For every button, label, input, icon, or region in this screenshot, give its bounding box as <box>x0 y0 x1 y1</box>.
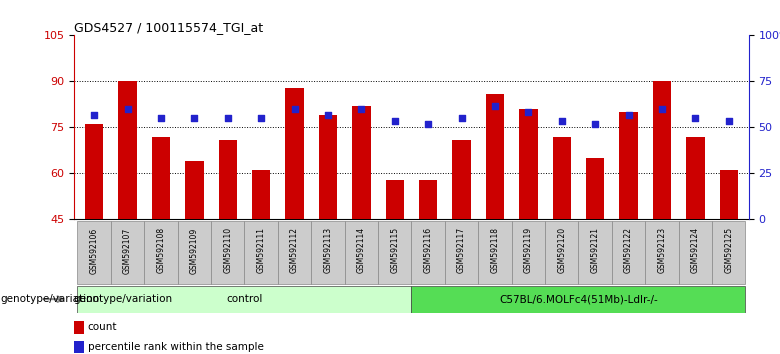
Bar <box>452 140 471 219</box>
Bar <box>519 109 537 219</box>
Bar <box>178 221 211 284</box>
Bar <box>74 321 84 334</box>
Text: GSM592120: GSM592120 <box>557 227 566 273</box>
Bar <box>653 81 671 219</box>
Bar <box>411 221 445 284</box>
Bar <box>378 221 411 284</box>
Text: GSM592121: GSM592121 <box>590 227 600 273</box>
Bar <box>579 221 612 284</box>
Point <box>321 112 334 118</box>
Text: GSM592109: GSM592109 <box>190 227 199 274</box>
Text: GSM592117: GSM592117 <box>457 227 466 273</box>
Text: GSM592112: GSM592112 <box>290 227 299 273</box>
Bar <box>119 81 136 219</box>
Text: C57BL/6.MOLFc4(51Mb)-Ldlr-/-: C57BL/6.MOLFc4(51Mb)-Ldlr-/- <box>499 294 658 304</box>
Bar <box>486 94 504 219</box>
Point <box>388 119 401 124</box>
Point <box>456 115 468 121</box>
Bar <box>74 341 84 353</box>
Bar <box>552 137 571 219</box>
Text: GSM592110: GSM592110 <box>223 227 232 273</box>
Text: count: count <box>87 322 117 332</box>
Bar <box>419 179 438 219</box>
Bar <box>77 221 111 284</box>
Bar <box>311 221 345 284</box>
Point <box>154 115 167 121</box>
Point <box>355 106 367 112</box>
Bar <box>712 221 746 284</box>
Point <box>622 112 635 118</box>
Bar <box>478 221 512 284</box>
Bar <box>720 170 738 219</box>
Text: GSM592124: GSM592124 <box>691 227 700 273</box>
Text: GSM592106: GSM592106 <box>90 227 98 274</box>
Point <box>722 119 735 124</box>
Text: GSM592122: GSM592122 <box>624 227 633 273</box>
Bar <box>411 286 746 313</box>
Point <box>422 121 434 127</box>
Bar <box>211 221 244 284</box>
Bar <box>185 161 204 219</box>
Bar <box>244 221 278 284</box>
Bar <box>77 286 411 313</box>
Point <box>289 106 301 112</box>
Point <box>122 106 134 112</box>
Bar <box>345 221 378 284</box>
Bar <box>111 221 144 284</box>
Bar <box>319 115 337 219</box>
Bar <box>152 137 170 219</box>
Bar <box>645 221 679 284</box>
Bar <box>85 124 103 219</box>
Text: GSM592107: GSM592107 <box>123 227 132 274</box>
Text: GSM592111: GSM592111 <box>257 227 266 273</box>
Text: genotype/variation: genotype/variation <box>73 294 172 304</box>
Text: GSM592125: GSM592125 <box>725 227 733 273</box>
Text: GSM592123: GSM592123 <box>658 227 666 273</box>
Text: GSM592119: GSM592119 <box>524 227 533 273</box>
Point <box>656 106 668 112</box>
Point <box>522 109 534 115</box>
Text: GSM592118: GSM592118 <box>491 227 499 273</box>
Bar <box>586 158 604 219</box>
Point <box>589 121 601 127</box>
Bar <box>612 221 645 284</box>
Point <box>188 115 200 121</box>
Point <box>88 112 101 118</box>
Bar <box>252 170 271 219</box>
Text: genotype/variation: genotype/variation <box>0 294 99 304</box>
Text: GDS4527 / 100115574_TGI_at: GDS4527 / 100115574_TGI_at <box>74 21 263 34</box>
Text: GSM592116: GSM592116 <box>424 227 433 273</box>
Bar <box>285 87 303 219</box>
Bar <box>385 179 404 219</box>
Text: GSM592113: GSM592113 <box>324 227 332 273</box>
Text: GSM592108: GSM592108 <box>157 227 165 273</box>
Point <box>489 103 502 109</box>
Point <box>689 115 701 121</box>
Bar <box>619 112 638 219</box>
Bar <box>445 221 478 284</box>
Bar <box>686 137 704 219</box>
Point <box>222 115 234 121</box>
Text: control: control <box>226 294 263 304</box>
Text: GSM592115: GSM592115 <box>390 227 399 273</box>
Bar <box>278 221 311 284</box>
Point <box>255 115 268 121</box>
Bar <box>545 221 579 284</box>
Bar <box>512 221 545 284</box>
Text: GSM592114: GSM592114 <box>356 227 366 273</box>
Point <box>555 119 568 124</box>
Bar <box>144 221 178 284</box>
Bar <box>352 106 370 219</box>
Text: percentile rank within the sample: percentile rank within the sample <box>87 342 264 352</box>
Bar <box>218 140 237 219</box>
Bar <box>679 221 712 284</box>
